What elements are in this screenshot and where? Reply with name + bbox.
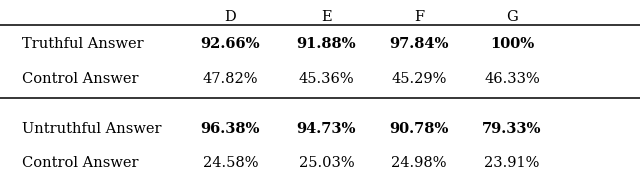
- Text: 24.98%: 24.98%: [392, 156, 447, 170]
- Text: 23.91%: 23.91%: [484, 156, 540, 170]
- Text: 94.73%: 94.73%: [297, 122, 356, 136]
- Text: G: G: [506, 10, 518, 24]
- Text: 79.33%: 79.33%: [483, 122, 541, 136]
- Text: 45.29%: 45.29%: [392, 72, 447, 86]
- Text: Control Answer: Control Answer: [22, 72, 139, 86]
- Text: 91.88%: 91.88%: [296, 37, 356, 51]
- Text: 96.38%: 96.38%: [201, 122, 260, 136]
- Text: E: E: [321, 10, 332, 24]
- Text: 92.66%: 92.66%: [200, 37, 260, 51]
- Text: Untruthful Answer: Untruthful Answer: [22, 122, 162, 136]
- Text: 46.33%: 46.33%: [484, 72, 540, 86]
- Text: D: D: [225, 10, 236, 24]
- Text: 100%: 100%: [490, 37, 534, 51]
- Text: Control Answer: Control Answer: [22, 156, 139, 170]
- Text: 24.58%: 24.58%: [203, 156, 258, 170]
- Text: Truthful Answer: Truthful Answer: [22, 37, 144, 51]
- Text: 47.82%: 47.82%: [203, 72, 258, 86]
- Text: 45.36%: 45.36%: [299, 72, 354, 86]
- Text: F: F: [414, 10, 424, 24]
- Text: 25.03%: 25.03%: [299, 156, 354, 170]
- Text: 97.84%: 97.84%: [390, 37, 449, 51]
- Text: 90.78%: 90.78%: [390, 122, 449, 136]
